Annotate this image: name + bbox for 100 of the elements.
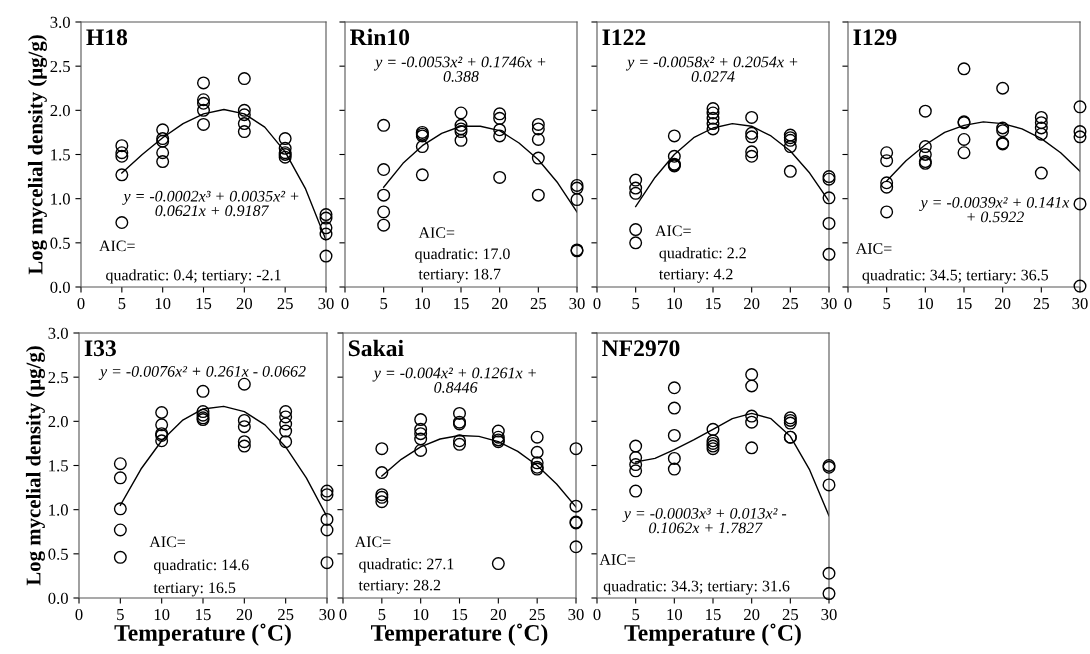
x-tick-label: 30 (319, 608, 335, 621)
x-tick-label: 5 (117, 609, 124, 621)
x-tick-label: 0 (75, 608, 83, 621)
y-tick-label: 1.5 (51, 149, 70, 161)
x-tick-label: 30 (569, 297, 585, 310)
annotation: AIC= (855, 243, 892, 254)
x-tick-label: 25 (1033, 297, 1050, 310)
y-axis-title: Log mycelial density (μg/g) (27, 35, 47, 275)
annotation: quadratic: 0.4; tertiary: -2.1 (106, 269, 281, 284)
x-tick-label: 25 (782, 608, 799, 621)
x-tick-label: 5 (883, 298, 891, 310)
x-tick-label: 5 (380, 298, 388, 310)
x-tick-label: 10 (155, 297, 171, 310)
x-tick-label: 20 (236, 297, 253, 310)
annotation: quadratic: 27.1 (359, 558, 454, 573)
x-tick-label: 20 (490, 608, 507, 621)
x-tick-label: 20 (744, 608, 760, 621)
annotation: y = -0.0076x² + 0.261x - 0.0662 (98, 365, 306, 380)
x-tick-label: 0 (77, 297, 85, 310)
annotation: y = -0.0039x² + 0.141x + 0.5922 (919, 196, 1070, 223)
y-tick-label: 0.5 (50, 237, 70, 249)
x-axis-title: Temperature (˚C) (371, 623, 548, 646)
annotation: tertiary: 18.7 (418, 268, 501, 283)
x-tick-label: 0 (593, 608, 601, 621)
y-tick-label: 1.5 (49, 460, 68, 472)
x-tick-label: 5 (632, 298, 640, 310)
x-tick-label: 5 (378, 609, 386, 621)
y-axis-title: Log mycelial density (μg/g) (25, 346, 45, 586)
y-tick-label: 2.5 (48, 371, 68, 384)
y-tick-label: 1.0 (49, 504, 68, 516)
x-tick-label: 10 (918, 297, 934, 310)
x-tick-label: 30 (821, 297, 837, 310)
x-tick-label: 0 (593, 297, 601, 310)
annotation: quadratic: 34.5; tertiary: 36.5 (862, 269, 1049, 284)
chart-title: I122 (602, 29, 646, 46)
chart-title: Sakai (348, 339, 404, 357)
chart-title: NF2970 (602, 340, 680, 357)
x-tick-label: 5 (632, 609, 640, 621)
x-tick-label: 15 (706, 297, 721, 310)
x-tick-label: 5 (118, 298, 126, 310)
annotation: AIC= (599, 554, 636, 565)
annotation: tertiary: 16.5 (153, 582, 236, 597)
y-tick-label: 2.0 (50, 105, 70, 117)
x-tick-label: 25 (278, 608, 294, 621)
y-tick-label: 3.0 (48, 327, 68, 340)
y-tick-label: 3.0 (50, 16, 70, 29)
y-tick-label: 2.0 (48, 416, 68, 428)
annotation: y = -0.0058x² + 0.2054x + 0.0274 (625, 56, 798, 82)
x-tick-label: 30 (568, 608, 584, 621)
x-tick-label: 10 (667, 297, 683, 310)
x-tick-label: 20 (492, 297, 508, 310)
x-tick-label: 15 (196, 608, 211, 621)
chart-title: H18 (86, 29, 128, 46)
x-tick-label: 20 (995, 297, 1011, 310)
annotation: tertiary: 4.2 (659, 268, 733, 283)
x-tick-label: 25 (277, 297, 293, 310)
x-axis-title: Temperature (˚C) (114, 623, 291, 646)
x-tick-label: 25 (530, 297, 547, 310)
y-tick-label: 2.5 (50, 60, 70, 73)
x-tick-label: 20 (744, 297, 760, 310)
annotation: y = -0.0003x³ + 0.013x² - 0.1062x + 1.7827 (622, 507, 787, 534)
x-tick-label: 10 (415, 297, 431, 310)
annotation: y = -0.0002x³ + 0.0035x² + 0.0621x + 0.9187 (122, 190, 299, 217)
annotation: AIC= (418, 227, 455, 238)
annotation: AIC= (99, 240, 135, 252)
annotation: quadratic: 2.2 (659, 247, 746, 262)
x-tick-label: 15 (957, 297, 972, 310)
x-tick-label: 15 (706, 608, 721, 621)
annotation: quadratic: 14.6 (153, 558, 249, 574)
x-tick-label: 25 (782, 297, 799, 310)
x-tick-label: 15 (452, 608, 468, 621)
x-tick-label: 15 (196, 297, 212, 310)
x-tick-label: 25 (529, 608, 545, 621)
annotation: AIC= (354, 536, 391, 548)
x-tick-label: 30 (318, 297, 334, 310)
annotation: y = -0.004x² + 0.1261x + 0.8446 (372, 367, 536, 393)
x-tick-label: 30 (1072, 297, 1088, 310)
x-tick-label: 10 (154, 608, 170, 621)
annotation: quadratic: 17.0 (415, 247, 510, 263)
x-tick-label: 0 (844, 297, 852, 310)
y-tick-label: 0.0 (48, 592, 68, 605)
annotation: AIC= (149, 536, 185, 548)
annotation: AIC= (655, 225, 691, 237)
y-tick-label: 1.0 (51, 193, 70, 205)
annotation: tertiary: 28.2 (358, 579, 441, 594)
annotation: quadratic: 34.3; tertiary: 31.6 (603, 580, 790, 595)
chart-title: I33 (84, 340, 116, 357)
x-tick-label: 0 (339, 608, 347, 621)
x-tick-label: 30 (821, 608, 837, 621)
x-tick-label: 10 (667, 608, 683, 621)
x-tick-label: 15 (454, 297, 469, 310)
x-tick-label: 20 (236, 608, 253, 621)
x-axis-title: Temperature (˚C) (624, 623, 801, 646)
x-tick-label: 10 (413, 608, 429, 621)
x-tick-label: 0 (341, 297, 349, 310)
y-tick-label: 0.5 (48, 548, 68, 560)
chart-title: I129 (853, 29, 897, 46)
y-tick-label: 0.0 (50, 281, 70, 294)
chart-title: Rin10 (350, 28, 410, 46)
annotation: y = -0.0053x² + 0.1746x + 0.388 (373, 56, 546, 82)
